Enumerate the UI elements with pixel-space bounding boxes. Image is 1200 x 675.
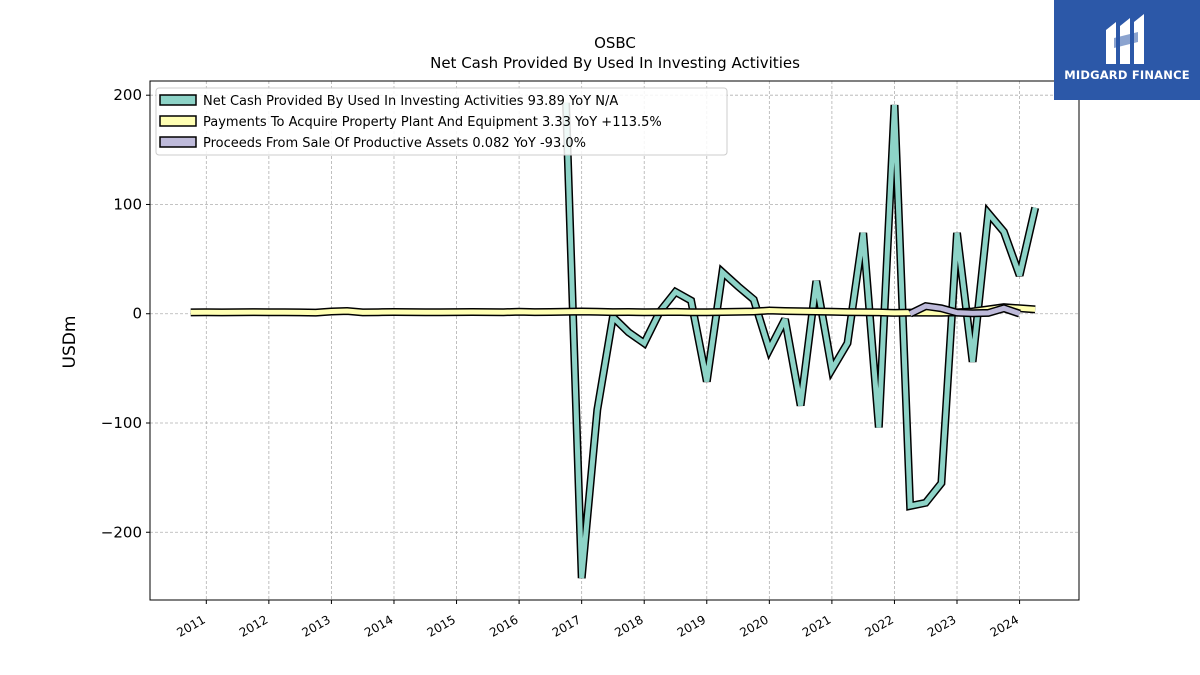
x-tick-label: 2023 <box>925 612 958 639</box>
x-tick-label: 2011 <box>174 612 207 639</box>
midgard-logo-icon <box>1106 14 1144 64</box>
legend-label-0: Net Cash Provided By Used In Investing A… <box>203 94 618 109</box>
brand-logo: MIDGARD FINANCE <box>1054 0 1200 100</box>
y-tick-label: −100 <box>101 414 142 432</box>
legend-label-1: Payments To Acquire Property Plant And E… <box>203 115 662 130</box>
brand-name: MIDGARD FINANCE <box>1064 68 1190 82</box>
plot-frame <box>149 80 1080 601</box>
chart-subtitle: Net Cash Provided By Used In Investing A… <box>430 54 800 72</box>
x-tick-label: 2019 <box>675 612 708 639</box>
legend-box <box>155 87 728 156</box>
y-tick-label: 0 <box>132 305 142 323</box>
x-tick-label: 2016 <box>487 612 520 639</box>
series-line-0 <box>563 102 1038 579</box>
legend: Net Cash Provided By Used In Investing A… <box>155 87 728 156</box>
x-tick-label: 2024 <box>988 612 1021 639</box>
legend-swatch-2 <box>159 136 197 148</box>
legend-swatch-0 <box>159 94 197 106</box>
y-tick-label: 100 <box>113 195 142 213</box>
series-layer <box>190 102 1040 579</box>
x-tick-label: 2015 <box>425 612 458 639</box>
chart-title: OSBC <box>594 34 636 52</box>
x-tick-label: 2017 <box>550 612 583 639</box>
x-tick-label: 2021 <box>800 612 833 639</box>
x-tick-label: 2018 <box>612 612 645 639</box>
series-line-1 <box>190 304 1036 316</box>
y-axis-label: USDm <box>60 316 80 369</box>
y-tick-label: −200 <box>101 523 142 541</box>
grid-lines <box>150 81 1079 600</box>
x-tick-label: 2012 <box>237 612 270 639</box>
x-tick-label: 2022 <box>862 612 895 639</box>
legend-swatch-1 <box>159 115 197 127</box>
legend-label-2: Proceeds From Sale Of Productive Assets … <box>203 136 586 151</box>
y-tick-label: 200 <box>113 86 142 104</box>
x-tick-label: 2013 <box>299 612 332 639</box>
x-tick-label: 2020 <box>737 612 770 639</box>
series-line-2 <box>909 303 1021 316</box>
x-tick-label: 2014 <box>362 612 395 639</box>
